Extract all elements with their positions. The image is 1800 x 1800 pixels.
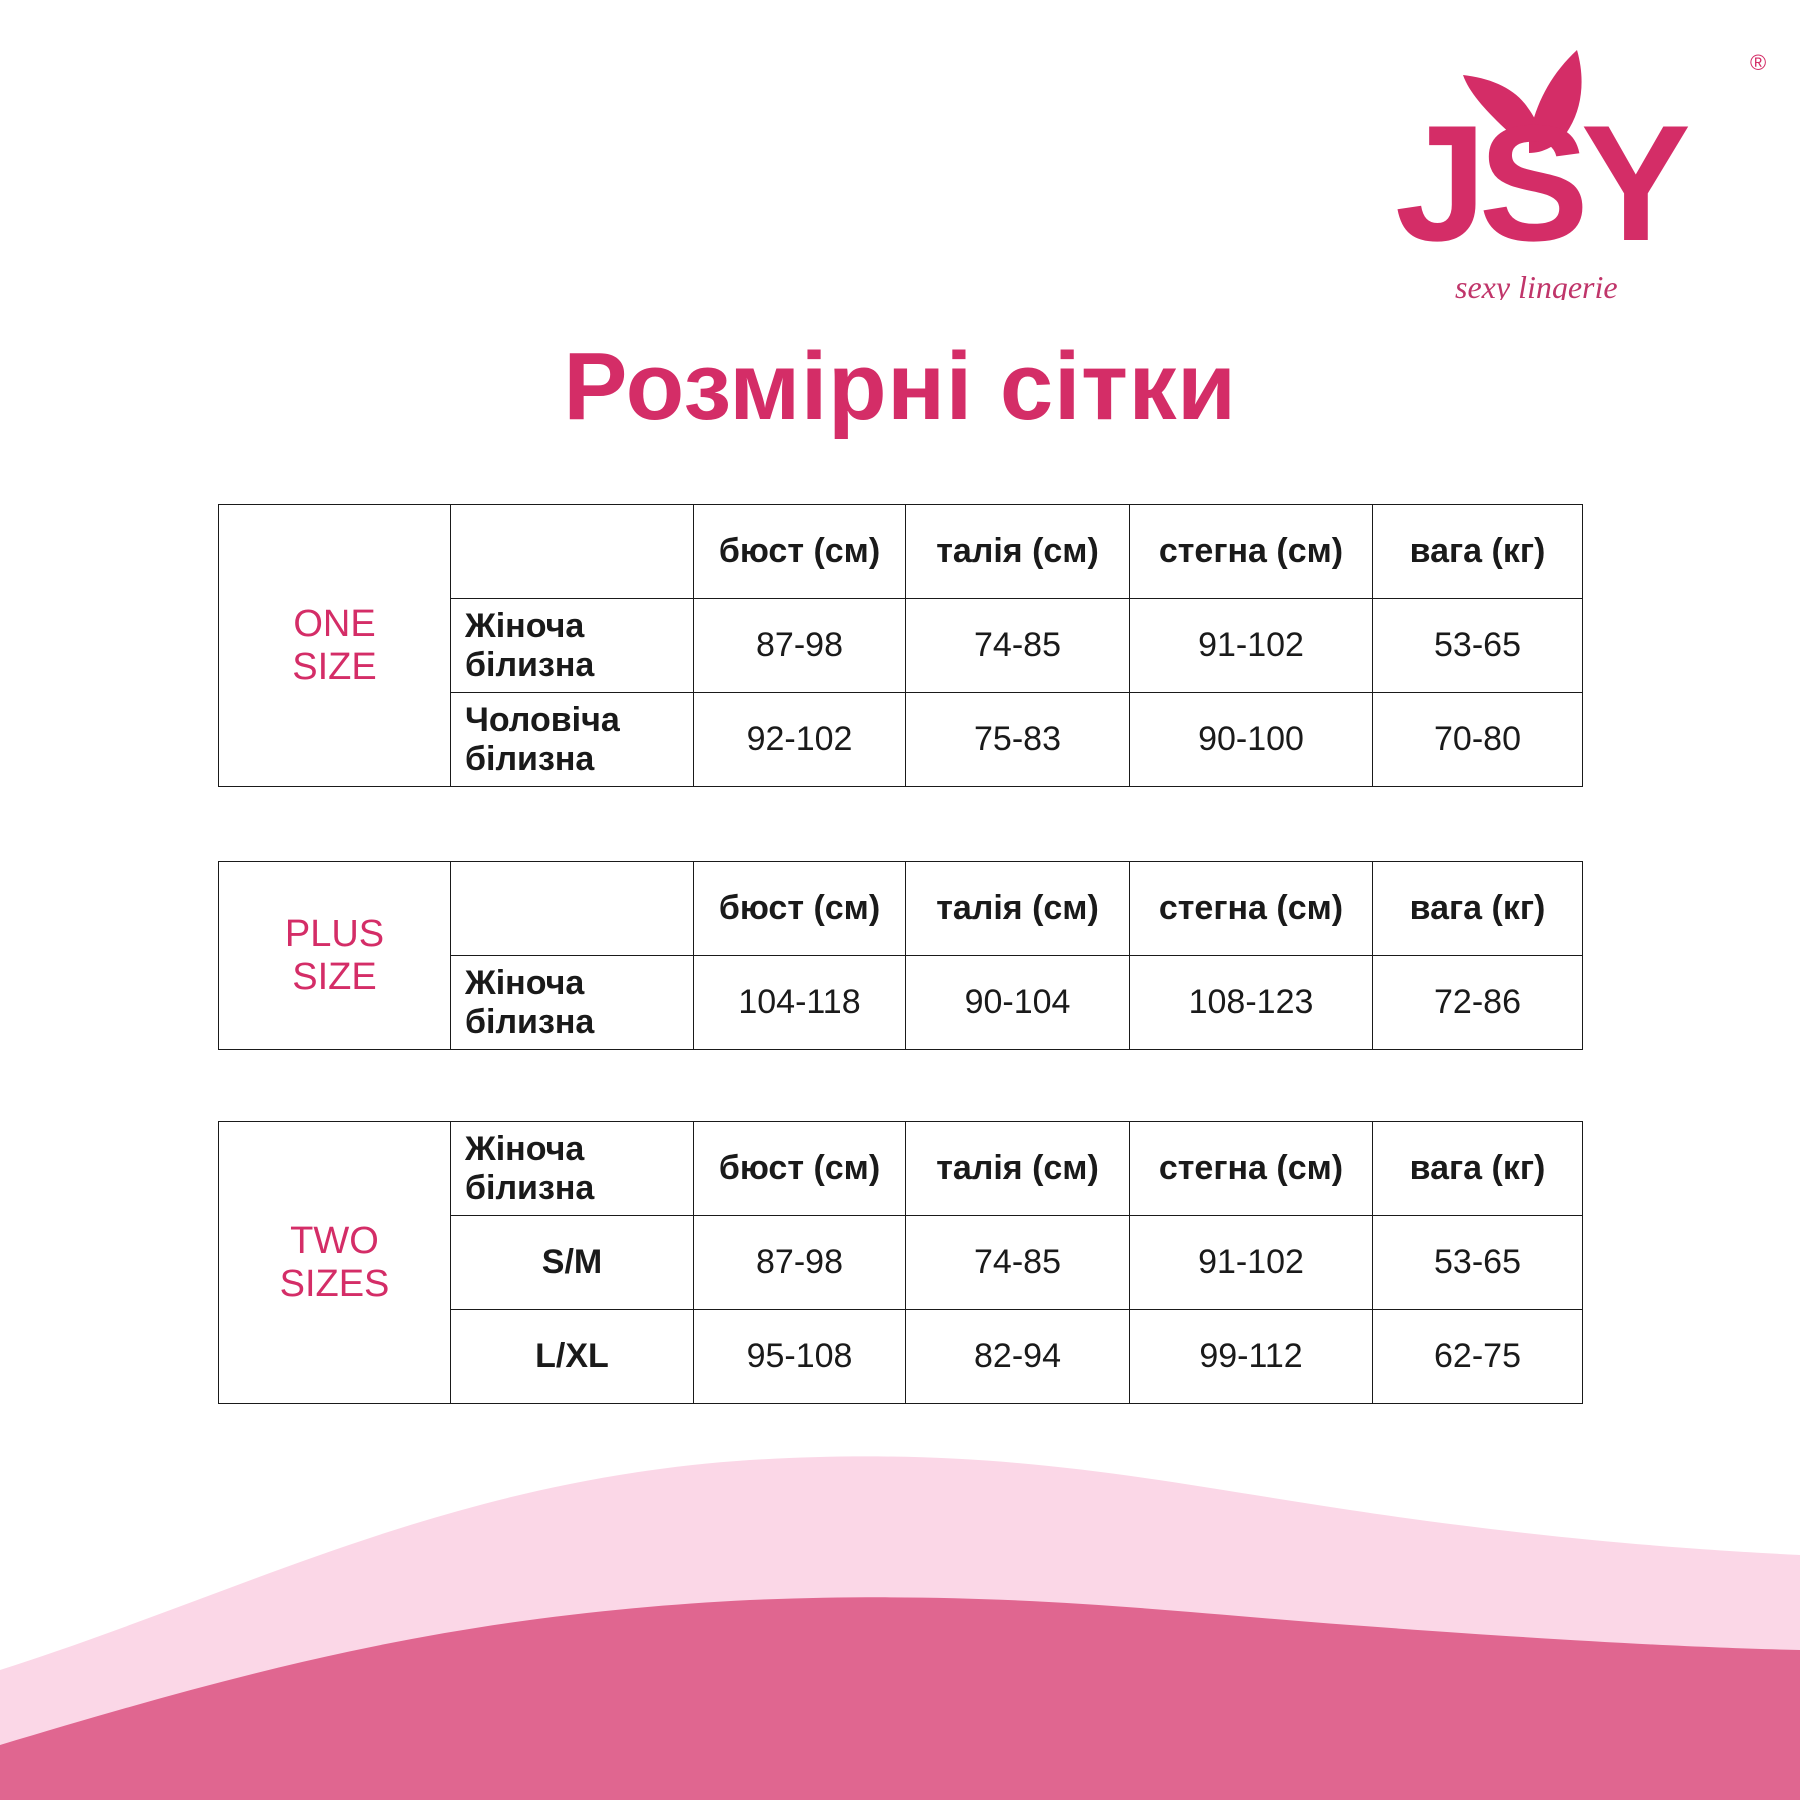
svg-text:JSY: JSY <box>1395 91 1689 275</box>
svg-text:®: ® <box>1750 50 1766 75</box>
svg-text:sexy lingerie: sexy lingerie <box>1455 269 1618 300</box>
